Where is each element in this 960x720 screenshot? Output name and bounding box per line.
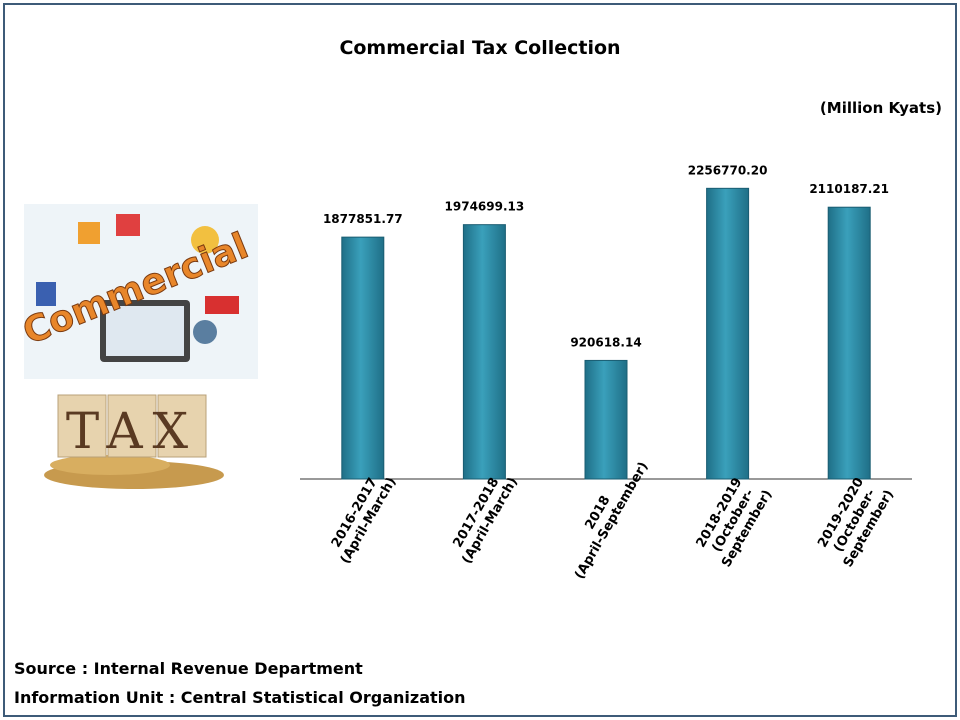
chart-title: Commercial Tax Collection <box>339 37 620 59</box>
data-label: 920618.14 <box>570 335 641 349</box>
info-note: Information Unit : Central Statistical O… <box>14 688 466 707</box>
illustration-word: TAX <box>66 402 198 460</box>
source-note: Source : Internal Revenue Department <box>14 659 363 678</box>
bar <box>341 236 385 480</box>
data-label: 2110187.21 <box>809 182 889 196</box>
illustration-commercial: Commercial <box>17 204 258 379</box>
bar <box>706 187 750 480</box>
unit-label: (Million Kyats) <box>820 99 942 117</box>
data-label: 1877851.77 <box>323 212 403 226</box>
bar <box>462 224 506 480</box>
bar <box>827 206 871 480</box>
data-label: 2256770.20 <box>688 163 768 177</box>
data-label: 1974699.13 <box>445 200 525 214</box>
bar <box>584 359 628 480</box>
illustration-tax: TAX <box>44 394 224 489</box>
